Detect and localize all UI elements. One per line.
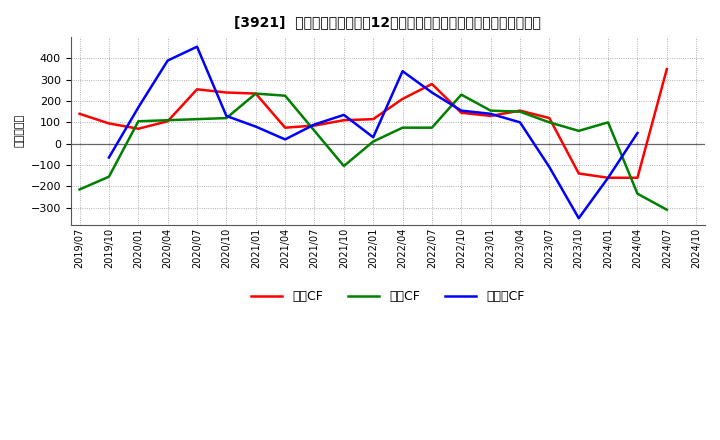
フリーCF [222, 114, 230, 119]
投資CF [134, 119, 143, 124]
Legend: 営業CF, 投資CF, フリーCF: 営業CF, 投資CF, フリーCF [246, 286, 530, 308]
フリーCF [281, 137, 289, 142]
投資CF [310, 128, 319, 133]
投資CF [251, 91, 260, 96]
営業CF [310, 123, 319, 128]
Line: 営業CF: 営業CF [80, 69, 667, 178]
営業CF [251, 91, 260, 96]
営業CF [163, 119, 172, 124]
営業CF [193, 87, 202, 92]
フリーCF [134, 105, 143, 110]
投資CF [516, 109, 524, 114]
フリーCF [104, 155, 113, 160]
営業CF [575, 171, 583, 176]
フリーCF [457, 108, 466, 113]
投資CF [545, 120, 554, 125]
投資CF [633, 191, 642, 196]
営業CF [457, 110, 466, 115]
投資CF [486, 108, 495, 113]
Line: 投資CF: 投資CF [80, 94, 667, 210]
投資CF [428, 125, 436, 130]
Line: フリーCF: フリーCF [109, 47, 637, 218]
投資CF [281, 93, 289, 99]
Y-axis label: （百万円）: （百万円） [15, 114, 25, 147]
営業CF [369, 117, 377, 122]
営業CF [633, 175, 642, 180]
フリーCF [251, 124, 260, 129]
投資CF [340, 163, 348, 169]
投資CF [193, 117, 202, 122]
営業CF [428, 81, 436, 87]
フリーCF [516, 120, 524, 125]
営業CF [134, 126, 143, 132]
フリーCF [486, 111, 495, 117]
フリーCF [633, 130, 642, 136]
フリーCF [163, 58, 172, 63]
フリーCF [398, 69, 407, 74]
営業CF [340, 117, 348, 123]
営業CF [104, 121, 113, 126]
Title: [3921]  キャッシュフローの12か月移動合計の対前年同期増減額の推移: [3921] キャッシュフローの12か月移動合計の対前年同期増減額の推移 [235, 15, 541, 29]
投資CF [369, 139, 377, 144]
投資CF [398, 125, 407, 130]
営業CF [604, 175, 613, 180]
営業CF [398, 96, 407, 102]
フリーCF [575, 216, 583, 221]
投資CF [662, 207, 671, 213]
営業CF [516, 108, 524, 113]
フリーCF [310, 122, 319, 127]
フリーCF [428, 90, 436, 95]
投資CF [575, 128, 583, 133]
投資CF [104, 174, 113, 180]
投資CF [457, 92, 466, 97]
投資CF [604, 120, 613, 125]
投資CF [163, 117, 172, 123]
営業CF [662, 66, 671, 72]
投資CF [222, 115, 230, 121]
フリーCF [604, 175, 613, 180]
営業CF [222, 90, 230, 95]
フリーCF [369, 135, 377, 140]
営業CF [545, 115, 554, 121]
投資CF [76, 187, 84, 192]
フリーCF [545, 165, 554, 170]
営業CF [281, 125, 289, 130]
フリーCF [340, 112, 348, 117]
フリーCF [193, 44, 202, 49]
営業CF [486, 114, 495, 119]
営業CF [76, 111, 84, 117]
